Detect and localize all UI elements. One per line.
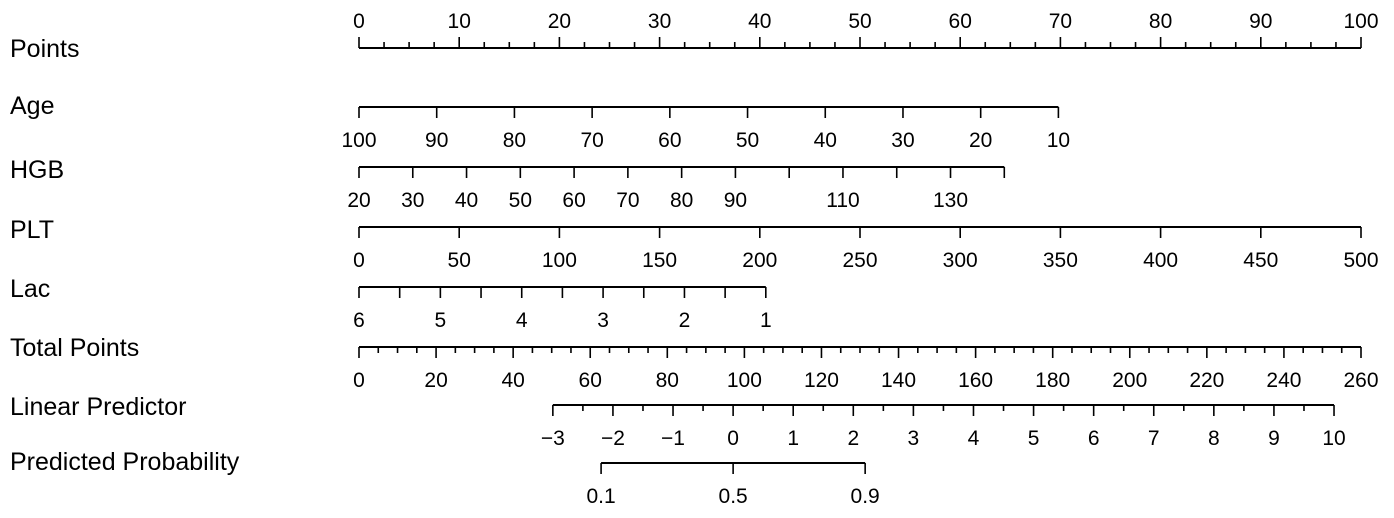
tick-label-plt: 50 — [448, 249, 471, 272]
tick-label-linear-predictor: 6 — [1088, 427, 1100, 450]
tick-label-hgb: 50 — [509, 189, 532, 212]
tick-label-hgb: 80 — [670, 189, 693, 212]
tick-label-plt: 100 — [542, 249, 577, 272]
tick-label-points: 70 — [1049, 10, 1072, 33]
tick-label-lac: 3 — [597, 309, 609, 332]
tick-label-hgb: 90 — [724, 189, 747, 212]
tick-label-plt: 300 — [943, 249, 978, 272]
tick-label-total-points: 60 — [579, 369, 602, 392]
tick-label-total-points: 20 — [424, 369, 447, 392]
row-label-predicted-probability: Predicted Probability — [10, 448, 240, 476]
tick-label-points: 50 — [848, 10, 871, 33]
tick-label-linear-predictor: 7 — [1148, 427, 1160, 450]
tick-label-age: 40 — [814, 129, 837, 152]
tick-label-points: 80 — [1149, 10, 1172, 33]
tick-label-linear-predictor: 5 — [1028, 427, 1040, 450]
tick-label-points: 20 — [548, 10, 571, 33]
tick-label-plt: 400 — [1143, 249, 1178, 272]
tick-label-plt: 250 — [842, 249, 877, 272]
tick-label-linear-predictor: −2 — [601, 427, 625, 450]
row-label-hgb: HGB — [10, 156, 64, 184]
tick-label-linear-predictor: 9 — [1268, 427, 1280, 450]
row-label-lac: Lac — [10, 275, 50, 303]
tick-label-hgb: 20 — [347, 189, 370, 212]
tick-label-linear-predictor: −3 — [541, 427, 565, 450]
tick-label-predicted-probability: 0.5 — [719, 485, 748, 508]
tick-label-age: 20 — [969, 129, 992, 152]
tick-label-points: 90 — [1249, 10, 1272, 33]
row-label-age: Age — [10, 92, 54, 120]
tick-label-linear-predictor: 4 — [968, 427, 980, 450]
tick-label-linear-predictor: −1 — [661, 427, 685, 450]
tick-label-age: 80 — [503, 129, 526, 152]
row-label-points: Points — [10, 35, 79, 63]
tick-label-points: 100 — [1343, 10, 1378, 33]
tick-label-linear-predictor: 1 — [787, 427, 799, 450]
tick-label-age: 100 — [341, 129, 376, 152]
tick-label-hgb: 130 — [933, 189, 968, 212]
row-label-total-points: Total Points — [10, 334, 139, 362]
tick-label-lac: 6 — [353, 309, 365, 332]
row-label-plt: PLT — [10, 216, 54, 244]
tick-label-hgb: 40 — [455, 189, 478, 212]
tick-label-points: 40 — [748, 10, 771, 33]
tick-label-points: 60 — [949, 10, 972, 33]
tick-label-total-points: 80 — [656, 369, 679, 392]
tick-label-age: 70 — [580, 129, 603, 152]
tick-label-plt: 350 — [1043, 249, 1078, 272]
tick-label-hgb: 70 — [616, 189, 639, 212]
tick-label-age: 30 — [891, 129, 914, 152]
tick-label-total-points: 100 — [727, 369, 762, 392]
tick-label-points: 30 — [648, 10, 671, 33]
tick-label-linear-predictor: 10 — [1322, 427, 1345, 450]
tick-label-total-points: 220 — [1189, 369, 1224, 392]
tick-label-hgb: 110 — [826, 189, 859, 212]
tick-label-linear-predictor: 3 — [908, 427, 920, 450]
tick-label-total-points: 120 — [804, 369, 839, 392]
tick-label-predicted-probability: 0.9 — [851, 485, 880, 508]
tick-label-plt: 150 — [642, 249, 677, 272]
tick-label-total-points: 240 — [1266, 369, 1301, 392]
tick-label-plt: 0 — [353, 249, 365, 272]
tick-label-age: 50 — [736, 129, 759, 152]
tick-label-points: 10 — [448, 10, 471, 33]
tick-label-points: 0 — [353, 10, 365, 33]
tick-label-predicted-probability: 0.1 — [586, 485, 615, 508]
tick-label-total-points: 200 — [1112, 369, 1147, 392]
row-label-linear-predictor: Linear Predictor — [10, 393, 186, 421]
tick-label-total-points: 0 — [353, 369, 365, 392]
tick-label-linear-predictor: 2 — [847, 427, 859, 450]
tick-label-age: 60 — [658, 129, 681, 152]
tick-label-plt: 500 — [1343, 249, 1378, 272]
tick-label-lac: 5 — [435, 309, 447, 332]
tick-label-age: 90 — [425, 129, 448, 152]
tick-label-total-points: 160 — [958, 369, 993, 392]
tick-label-linear-predictor: 0 — [727, 427, 739, 450]
tick-label-total-points: 40 — [501, 369, 524, 392]
tick-label-age: 10 — [1047, 129, 1070, 152]
tick-label-total-points: 180 — [1035, 369, 1070, 392]
tick-label-plt: 200 — [742, 249, 777, 272]
tick-label-hgb: 60 — [562, 189, 585, 212]
tick-label-hgb: 30 — [401, 189, 424, 212]
tick-label-lac: 4 — [516, 309, 528, 332]
tick-label-linear-predictor: 8 — [1208, 427, 1220, 450]
tick-label-total-points: 260 — [1343, 369, 1378, 392]
tick-label-plt: 450 — [1243, 249, 1278, 272]
tick-label-total-points: 140 — [881, 369, 916, 392]
tick-label-lac: 1 — [760, 309, 772, 332]
tick-label-lac: 2 — [679, 309, 691, 332]
